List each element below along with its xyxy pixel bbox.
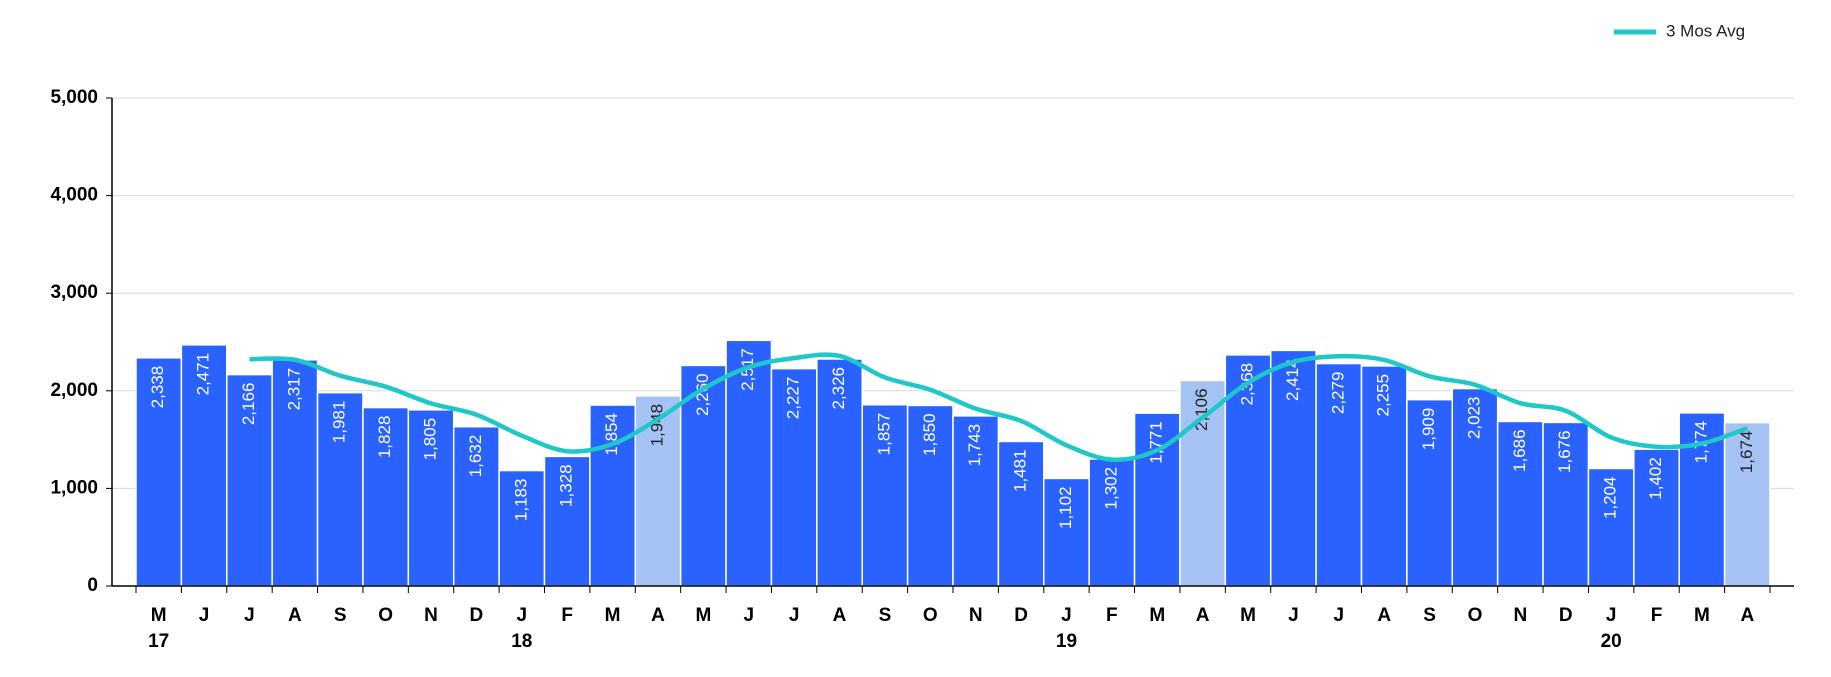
bar bbox=[679, 364, 727, 587]
value-label: 2,326 bbox=[829, 367, 848, 410]
value-label: 2,279 bbox=[1328, 372, 1347, 415]
x-tick-label: J bbox=[1606, 605, 1617, 626]
x-sublabel: 20 bbox=[1601, 631, 1622, 652]
value-label: 1,183 bbox=[511, 479, 530, 522]
x-tick-label: A bbox=[833, 605, 847, 626]
bar bbox=[316, 391, 364, 587]
value-label: 1,204 bbox=[1601, 476, 1620, 519]
value-label: 2,255 bbox=[1374, 374, 1393, 417]
x-tick-label: O bbox=[1468, 605, 1483, 626]
bar bbox=[1043, 477, 1090, 587]
y-tick-label: 4,000 bbox=[50, 185, 98, 206]
value-label: 1,805 bbox=[421, 418, 440, 461]
x-tick-label: M bbox=[1149, 605, 1165, 626]
bar bbox=[770, 367, 818, 587]
bar bbox=[952, 415, 1000, 587]
y-tick-label: 0 bbox=[87, 575, 98, 596]
y-tick-label: 5,000 bbox=[50, 87, 98, 108]
x-tick-label: D bbox=[1559, 605, 1573, 626]
x-tick-label: J bbox=[199, 605, 210, 626]
value-label: 1,328 bbox=[557, 464, 576, 507]
bar bbox=[452, 425, 500, 587]
x-tick-label: A bbox=[288, 605, 302, 626]
bar bbox=[1723, 421, 1771, 587]
value-label: 1,481 bbox=[1011, 449, 1030, 492]
bar bbox=[861, 404, 909, 587]
value-label: 1,854 bbox=[602, 413, 621, 456]
x-tick-label: D bbox=[1014, 605, 1028, 626]
x-tick-label: F bbox=[1651, 605, 1663, 626]
value-label: 1,686 bbox=[1510, 429, 1529, 472]
value-label: 1,850 bbox=[920, 413, 939, 456]
x-tick-label: D bbox=[470, 605, 484, 626]
value-label: 2,023 bbox=[1464, 397, 1483, 440]
x-tick-label: N bbox=[969, 605, 983, 626]
x-tick-label: S bbox=[879, 605, 892, 626]
value-label: 1,674 bbox=[1737, 431, 1756, 474]
x-tick-label: S bbox=[1423, 605, 1436, 626]
x-tick-label: J bbox=[743, 605, 754, 626]
value-label: 1,828 bbox=[375, 416, 394, 459]
x-tick-label: M bbox=[1694, 605, 1710, 626]
x-sublabel: 18 bbox=[511, 631, 532, 652]
value-label: 1,981 bbox=[330, 401, 349, 444]
bar bbox=[1269, 349, 1317, 587]
value-label: 1,302 bbox=[1101, 467, 1120, 510]
x-tick-label: F bbox=[561, 605, 573, 626]
y-tick-label: 3,000 bbox=[50, 282, 98, 303]
x-tick-label: M bbox=[151, 605, 167, 626]
x-tick-label: N bbox=[424, 605, 438, 626]
bar bbox=[1315, 362, 1363, 587]
value-label: 1,743 bbox=[965, 424, 984, 467]
bar bbox=[1179, 379, 1227, 587]
bar bbox=[1633, 448, 1680, 587]
x-tick-label: M bbox=[1240, 605, 1256, 626]
x-tick-label: O bbox=[378, 605, 393, 626]
x-tick-label: J bbox=[244, 605, 255, 626]
value-label: 1,676 bbox=[1555, 430, 1574, 473]
y-tick-label: 2,000 bbox=[50, 380, 98, 401]
x-tick-label: J bbox=[1061, 605, 1072, 626]
x-tick-label: F bbox=[1106, 605, 1118, 626]
bar bbox=[271, 359, 319, 587]
x-tick-label: M bbox=[695, 605, 711, 626]
x-tick-label: O bbox=[923, 605, 938, 626]
x-tick-label: J bbox=[789, 605, 800, 626]
value-label: 1,102 bbox=[1056, 486, 1075, 529]
x-tick-label: S bbox=[334, 605, 347, 626]
x-sublabel: 19 bbox=[1056, 631, 1077, 652]
value-label: 1,771 bbox=[1147, 421, 1166, 464]
x-tick-label: M bbox=[605, 605, 621, 626]
bar bbox=[725, 339, 773, 587]
x-tick-label: N bbox=[1513, 605, 1527, 626]
value-label: 2,166 bbox=[239, 383, 258, 426]
bar bbox=[1496, 420, 1544, 587]
x-tick-label: A bbox=[1196, 605, 1210, 626]
value-label: 2,471 bbox=[194, 353, 213, 396]
bar bbox=[362, 406, 410, 587]
x-tick-label: A bbox=[651, 605, 665, 626]
y-tick-label: 1,000 bbox=[50, 477, 98, 498]
bar bbox=[1360, 365, 1408, 587]
x-tick-label: A bbox=[1740, 605, 1754, 626]
value-label: 1,632 bbox=[466, 435, 485, 478]
value-label: 1,402 bbox=[1646, 457, 1665, 500]
value-label: 2,227 bbox=[784, 377, 803, 420]
value-label: 2,414 bbox=[1283, 358, 1302, 401]
bar bbox=[226, 373, 273, 587]
x-tick-label: J bbox=[517, 605, 528, 626]
x-sublabel: 17 bbox=[148, 631, 169, 652]
x-tick-label: J bbox=[1334, 605, 1345, 626]
avg-line bbox=[249, 352, 1749, 462]
value-label: 2,317 bbox=[284, 368, 303, 411]
bar bbox=[135, 357, 183, 587]
value-label: 1,857 bbox=[874, 413, 893, 456]
x-tick-label: J bbox=[1288, 605, 1299, 626]
value-label: 1,909 bbox=[1419, 408, 1438, 451]
value-label: 2,338 bbox=[148, 366, 167, 409]
x-tick-label: A bbox=[1377, 605, 1391, 626]
legend-label: 3 Mos Avg bbox=[1666, 21, 1745, 40]
